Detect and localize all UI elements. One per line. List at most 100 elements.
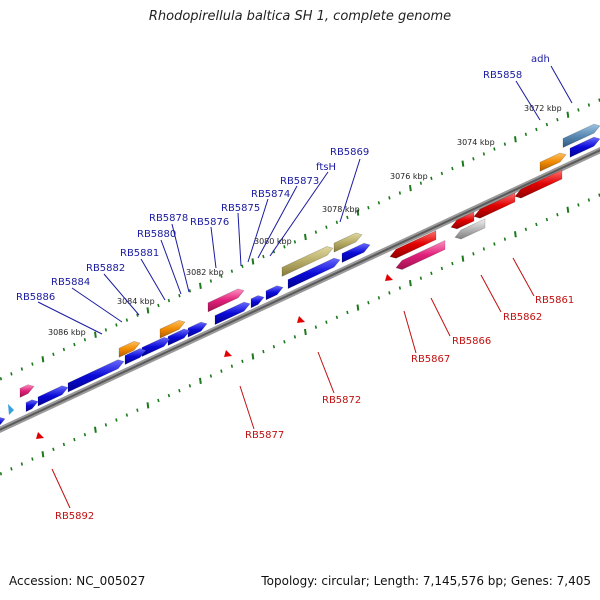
gene-arrow <box>333 232 363 253</box>
scale-tick <box>220 369 223 373</box>
gene-label: RB5873 <box>280 176 319 187</box>
scale-tick <box>283 245 286 249</box>
gene-label: RB5876 <box>190 217 229 228</box>
scale-tick <box>472 157 475 161</box>
gene-marker <box>224 350 232 357</box>
leader-line <box>512 257 535 297</box>
gene-arrow <box>341 242 371 263</box>
scale-tick <box>304 233 307 241</box>
leader-line <box>160 239 182 295</box>
gene-arrow <box>37 385 69 407</box>
gene-marker <box>8 404 14 415</box>
scale-tick <box>199 377 202 385</box>
leader-line <box>103 273 140 316</box>
scale-tick <box>514 231 517 238</box>
scale-tick <box>493 147 496 151</box>
scale-tick <box>587 103 591 107</box>
scale-tick <box>335 220 339 225</box>
genes-forward-strand <box>0 123 600 426</box>
kbp-label: 3084 kbp <box>117 297 155 306</box>
scale-tick <box>346 310 349 315</box>
genes-reverse-strand <box>36 169 563 439</box>
scale-tick <box>31 457 34 461</box>
leader-line <box>430 297 451 337</box>
scale-tick <box>451 261 454 266</box>
scale-tick <box>125 413 129 417</box>
scale-tick <box>482 152 486 156</box>
scale-tick <box>251 258 255 265</box>
scale-tick <box>209 279 213 283</box>
leader-line <box>71 287 123 323</box>
gene-label: RB5858 <box>483 70 522 81</box>
scale-tick <box>482 247 486 251</box>
scale-tick <box>136 313 139 317</box>
scale-tick <box>577 108 580 112</box>
gene-label: RB5884 <box>51 277 90 288</box>
scale-tick <box>262 349 265 354</box>
gene-arrow <box>124 348 147 365</box>
scale-tick <box>199 282 202 290</box>
scale-tick <box>10 372 13 376</box>
scale-tick <box>566 111 570 118</box>
scale-tick <box>94 331 97 338</box>
gene-label: RB5861 <box>535 295 574 306</box>
scale-tick <box>367 300 370 305</box>
leader-line <box>480 274 502 313</box>
scale-tick <box>304 328 307 336</box>
gene-arrow <box>141 336 171 358</box>
scale-tick <box>146 402 150 409</box>
scale-tick <box>0 472 3 476</box>
scale-tick <box>262 254 265 259</box>
scale-tick <box>335 315 339 320</box>
leader-line <box>239 385 255 430</box>
leader-line <box>515 80 541 121</box>
scale-tick <box>545 122 549 127</box>
map-title: Rhodopirellula baltica SH 1, complete ge… <box>148 9 452 24</box>
scale-tick <box>41 356 45 363</box>
scale-tick <box>115 418 118 422</box>
scale-tick <box>52 447 55 452</box>
gene-arrow <box>389 230 437 259</box>
leader-line <box>339 158 361 223</box>
gene-arrow <box>450 211 475 230</box>
scale-tick <box>83 432 87 437</box>
scale-tick <box>146 307 150 314</box>
scale-tick <box>20 462 24 466</box>
scale-tick <box>556 117 559 122</box>
kbp-label: 3072 kbp <box>524 104 562 113</box>
leader-line <box>269 171 329 257</box>
scale-tick <box>514 136 517 143</box>
scale-tick <box>94 426 97 433</box>
scale-tick <box>293 335 297 339</box>
scale-tick <box>10 467 13 471</box>
kbp-label: 3074 kbp <box>457 138 495 147</box>
scale-tick <box>188 384 192 388</box>
scale-tick <box>209 374 213 378</box>
leader-line <box>51 468 71 509</box>
scale-tick <box>178 293 181 298</box>
scale-tick <box>440 171 444 176</box>
scale-tick <box>136 408 139 412</box>
kbp-label: 3080 kbp <box>254 237 292 246</box>
scale-tick <box>115 323 118 327</box>
gene-label: RB5882 <box>86 263 125 274</box>
gene-label: RB5878 <box>149 213 188 224</box>
scale-tick <box>451 166 454 171</box>
accession-text: Accession: NC_005027 <box>9 574 146 588</box>
gene-arrow <box>0 417 6 426</box>
scale-tick <box>230 269 234 273</box>
scale-tick <box>62 347 66 352</box>
gene-label: RB5880 <box>137 229 176 240</box>
scale-ticks-top <box>0 98 600 381</box>
scale-tick <box>493 242 496 246</box>
topology-summary: Topology: circular; Length: 7,145,576 bp… <box>261 574 591 588</box>
scale-tick <box>388 196 391 200</box>
gene-labels-bottom: RB5861 RB5862 RB5866 RB5867 RB5872 RB587… <box>55 295 574 522</box>
gene-arrow <box>187 321 208 338</box>
scale-tick <box>104 328 108 332</box>
gene-marker <box>36 432 44 439</box>
scale-tick <box>0 377 3 381</box>
gene-arrow <box>454 218 486 240</box>
gene-arrow <box>19 384 35 398</box>
